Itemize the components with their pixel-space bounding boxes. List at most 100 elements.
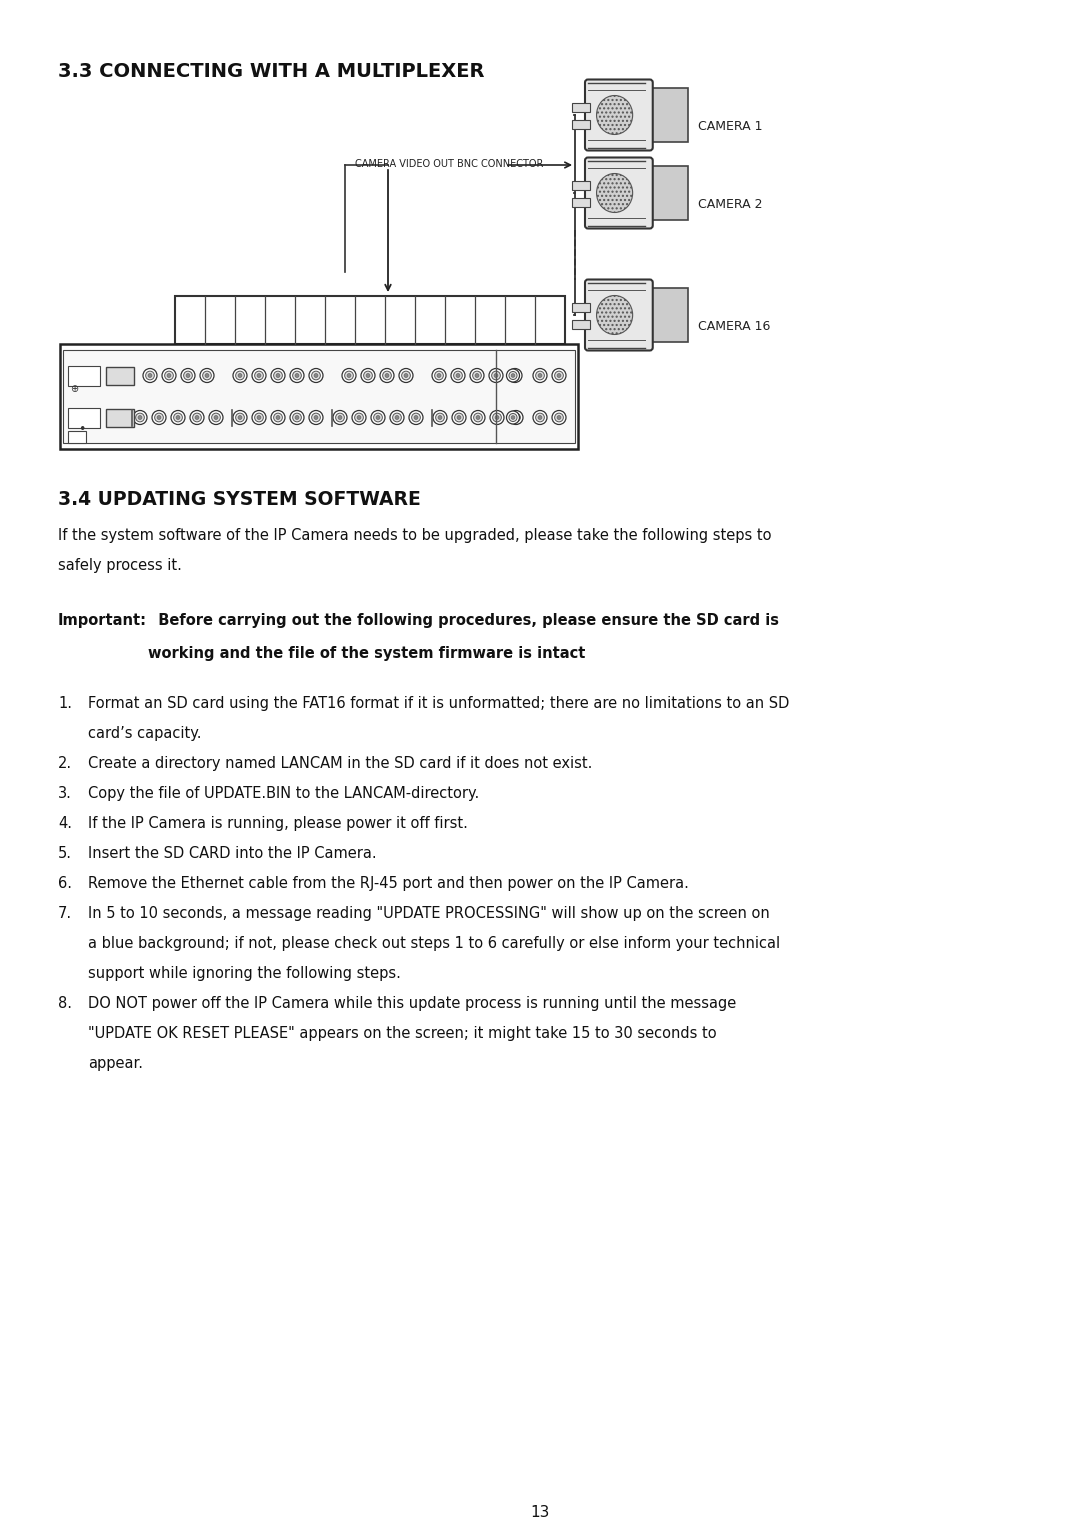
Circle shape <box>411 414 420 422</box>
Circle shape <box>404 374 408 377</box>
Text: card’s capacity.: card’s capacity. <box>87 727 202 740</box>
Circle shape <box>471 411 485 425</box>
Circle shape <box>509 414 517 422</box>
Circle shape <box>212 414 220 422</box>
Circle shape <box>492 414 501 422</box>
Circle shape <box>295 374 299 377</box>
Circle shape <box>295 415 299 420</box>
Circle shape <box>345 371 353 380</box>
Circle shape <box>336 414 345 422</box>
Circle shape <box>457 415 461 420</box>
Circle shape <box>252 411 266 425</box>
Ellipse shape <box>596 173 633 213</box>
Circle shape <box>133 411 147 425</box>
Bar <box>572 304 590 313</box>
Circle shape <box>162 368 176 383</box>
Bar <box>106 366 134 385</box>
Circle shape <box>395 415 399 420</box>
Circle shape <box>233 411 247 425</box>
Circle shape <box>364 371 373 380</box>
Bar <box>60 343 578 449</box>
Circle shape <box>205 374 208 377</box>
Bar <box>572 320 590 330</box>
Circle shape <box>435 414 444 422</box>
Circle shape <box>437 374 441 377</box>
Circle shape <box>186 374 190 377</box>
Bar <box>640 166 688 221</box>
Circle shape <box>238 374 242 377</box>
Circle shape <box>386 374 389 377</box>
Circle shape <box>534 411 546 425</box>
Circle shape <box>557 374 561 377</box>
Circle shape <box>473 371 482 380</box>
Bar <box>68 408 100 428</box>
Circle shape <box>536 414 544 422</box>
Circle shape <box>342 368 356 383</box>
Circle shape <box>494 374 498 377</box>
Circle shape <box>372 411 384 425</box>
Circle shape <box>291 368 303 383</box>
Circle shape <box>293 414 301 422</box>
Circle shape <box>474 414 483 422</box>
FancyBboxPatch shape <box>585 80 652 150</box>
Bar <box>63 350 575 443</box>
Text: 5.: 5. <box>58 846 72 862</box>
Circle shape <box>511 374 515 377</box>
Circle shape <box>454 371 462 380</box>
Text: ⊕: ⊕ <box>70 383 78 394</box>
Text: a blue background; if not, please check out steps 1 to 6 carefully or else infor: a blue background; if not, please check … <box>87 937 780 950</box>
Bar <box>572 120 590 129</box>
Circle shape <box>167 374 171 377</box>
Circle shape <box>555 414 564 422</box>
Circle shape <box>255 371 264 380</box>
Circle shape <box>507 369 519 382</box>
Circle shape <box>357 415 361 420</box>
Circle shape <box>536 371 544 380</box>
Text: Remove the Ethernet cable from the RJ-45 port and then power on the IP Camera.: Remove the Ethernet cable from the RJ-45… <box>87 875 689 891</box>
Circle shape <box>475 374 478 377</box>
Circle shape <box>507 411 519 425</box>
Circle shape <box>538 415 542 420</box>
Circle shape <box>157 415 161 420</box>
Circle shape <box>276 415 280 420</box>
Circle shape <box>154 414 163 422</box>
Text: Format an SD card using the FAT16 format if it is unformatted; there are no limi: Format an SD card using the FAT16 format… <box>87 696 789 711</box>
Circle shape <box>509 371 517 380</box>
Text: 2.: 2. <box>58 756 72 771</box>
Circle shape <box>508 368 522 383</box>
Circle shape <box>200 368 214 383</box>
Circle shape <box>511 371 519 380</box>
Circle shape <box>314 415 318 420</box>
Circle shape <box>538 374 542 377</box>
Text: In 5 to 10 seconds, a message reading "UPDATE PROCESSING" will show up on the sc: In 5 to 10 seconds, a message reading "U… <box>87 906 770 921</box>
Circle shape <box>382 371 391 380</box>
Circle shape <box>312 414 321 422</box>
Text: "UPDATE OK RESET PLEASE" appears on the screen; it might take 15 to 30 seconds t: "UPDATE OK RESET PLEASE" appears on the … <box>87 1026 717 1041</box>
Circle shape <box>490 411 504 425</box>
Circle shape <box>495 415 499 420</box>
Circle shape <box>380 368 394 383</box>
Circle shape <box>293 371 301 380</box>
Circle shape <box>195 415 199 420</box>
Circle shape <box>276 374 280 377</box>
Bar <box>572 198 590 207</box>
Circle shape <box>273 414 282 422</box>
Text: 3.3 CONNECTING WITH A MULTIPLEXER: 3.3 CONNECTING WITH A MULTIPLEXER <box>58 61 485 81</box>
Bar <box>572 181 590 190</box>
Text: working and the file of the system firmware is intact: working and the file of the system firmw… <box>148 645 585 661</box>
Circle shape <box>152 411 166 425</box>
Text: Copy the file of UPDATE.BIN to the LANCAM-directory.: Copy the file of UPDATE.BIN to the LANCA… <box>87 786 480 802</box>
Circle shape <box>291 411 303 425</box>
Bar <box>640 87 688 143</box>
Text: 6.: 6. <box>58 875 72 891</box>
Circle shape <box>456 374 460 377</box>
Circle shape <box>433 411 447 425</box>
Circle shape <box>390 411 404 425</box>
Circle shape <box>455 414 463 422</box>
Bar <box>572 103 590 112</box>
Circle shape <box>333 411 347 425</box>
Circle shape <box>314 374 318 377</box>
Circle shape <box>453 411 465 425</box>
Circle shape <box>491 371 500 380</box>
Text: 8.: 8. <box>58 996 72 1010</box>
